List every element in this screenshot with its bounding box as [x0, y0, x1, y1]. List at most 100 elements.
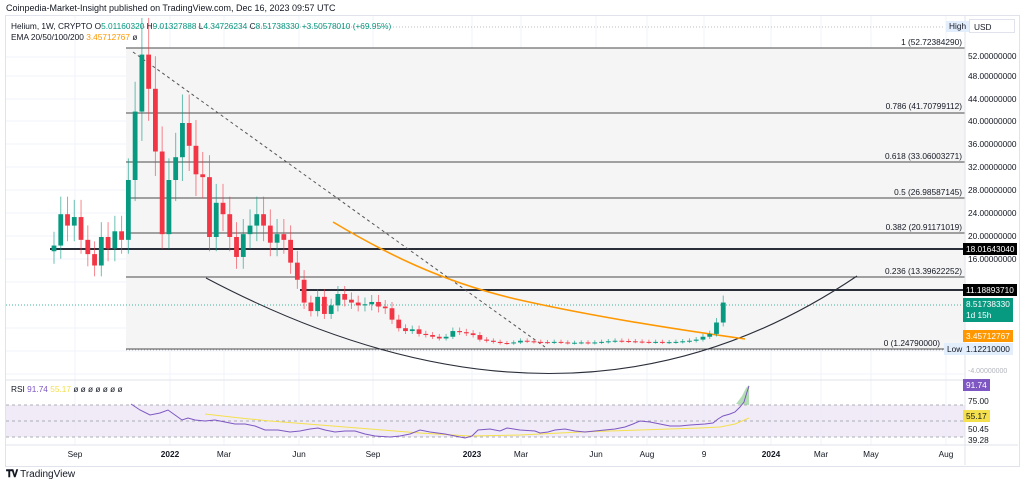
candle-body[interactable]	[369, 301, 375, 305]
symbol-label[interactable]: Helium, 1W, CRYPTO	[11, 21, 93, 31]
candle-body[interactable]	[443, 336, 449, 339]
candle-body[interactable]	[146, 54, 152, 89]
candle-body[interactable]	[180, 123, 185, 158]
candle-body[interactable]	[105, 237, 111, 249]
candle-body[interactable]	[592, 342, 598, 344]
candle-body[interactable]	[335, 294, 341, 306]
candle-body[interactable]	[484, 339, 490, 341]
candle-body[interactable]	[639, 341, 645, 343]
candle-body[interactable]	[125, 180, 131, 240]
candle-body[interactable]	[646, 341, 652, 343]
candle-body[interactable]	[71, 217, 77, 226]
rsi-label[interactable]: RSI	[11, 384, 25, 394]
candle-body[interactable]	[653, 341, 659, 343]
candle-body[interactable]	[342, 294, 348, 300]
candle-body[interactable]	[403, 328, 408, 332]
candle-body[interactable]	[254, 214, 260, 226]
candle-body[interactable]	[416, 329, 422, 334]
candle-body[interactable]	[673, 341, 679, 343]
candle-body[interactable]	[538, 341, 544, 343]
currency-selector[interactable]: USD	[969, 19, 1015, 33]
candle-body[interactable]	[186, 123, 192, 146]
candle-body[interactable]	[551, 341, 557, 343]
candle-body[interactable]	[355, 302, 361, 306]
candle-body[interactable]	[457, 331, 462, 333]
candle-body[interactable]	[497, 341, 503, 344]
rounding-bottom-arc[interactable]	[205, 275, 858, 374]
candle-body[interactable]	[281, 234, 287, 240]
candle-body[interactable]	[159, 151, 165, 235]
candle-body[interactable]	[328, 305, 334, 314]
candle-body[interactable]	[599, 341, 604, 343]
candle-body[interactable]	[382, 306, 388, 309]
candle-body[interactable]	[504, 343, 510, 345]
candle-body[interactable]	[565, 342, 571, 344]
candle-body[interactable]	[376, 301, 381, 307]
candle-body[interactable]	[153, 88, 158, 152]
candle-body[interactable]	[572, 342, 577, 344]
candle-body[interactable]	[463, 332, 469, 334]
candle-body[interactable]	[78, 217, 84, 240]
candle-body[interactable]	[700, 336, 706, 340]
candle-body[interactable]	[98, 237, 104, 266]
candle-body[interactable]	[436, 336, 442, 339]
candle-body[interactable]	[315, 296, 321, 312]
candle-body[interactable]	[247, 225, 253, 235]
candle-body[interactable]	[139, 54, 145, 112]
candle-body[interactable]	[166, 180, 172, 235]
candle-body[interactable]	[92, 254, 97, 266]
candle-body[interactable]	[430, 335, 435, 337]
candle-body[interactable]	[396, 319, 402, 329]
candle-body[interactable]	[409, 329, 415, 332]
candle-body[interactable]	[693, 339, 699, 341]
candle-body[interactable]	[612, 340, 618, 342]
candle-body[interactable]	[65, 214, 70, 226]
candle-body[interactable]	[112, 231, 118, 249]
candle-body[interactable]	[322, 296, 327, 314]
candle-body[interactable]	[301, 279, 307, 303]
candle-body[interactable]	[605, 341, 611, 343]
candle-body[interactable]	[220, 202, 226, 215]
candle-body[interactable]	[666, 342, 672, 344]
candle-body[interactable]	[720, 302, 726, 323]
candle-body[interactable]	[545, 342, 550, 344]
candle-body[interactable]	[207, 177, 212, 237]
candle-body[interactable]	[470, 333, 476, 336]
candle-body[interactable]	[389, 308, 395, 320]
candle-body[interactable]	[511, 342, 517, 344]
candle-body[interactable]	[294, 262, 300, 280]
candle-body[interactable]	[680, 341, 686, 343]
candle-body[interactable]	[687, 340, 692, 342]
candle-body[interactable]	[267, 225, 273, 243]
candle-body[interactable]	[200, 174, 206, 178]
candle-body[interactable]	[173, 157, 179, 180]
candle-body[interactable]	[450, 331, 456, 337]
candle-body[interactable]	[626, 341, 631, 343]
candle-body[interactable]	[119, 231, 124, 240]
candle-body[interactable]	[714, 322, 719, 334]
candle-body[interactable]	[193, 145, 199, 175]
candle-body[interactable]	[585, 342, 591, 344]
candle-body[interactable]	[349, 299, 354, 303]
candle-body[interactable]	[423, 333, 429, 336]
candle-body[interactable]	[558, 341, 564, 343]
candle-body[interactable]	[58, 214, 64, 246]
candle-body[interactable]	[518, 340, 523, 343]
candle-body[interactable]	[227, 214, 233, 237]
candle-body[interactable]	[132, 111, 138, 180]
candle-body[interactable]	[491, 340, 496, 342]
candle-body[interactable]	[660, 341, 665, 343]
candle-body[interactable]	[524, 340, 530, 342]
candle-body[interactable]	[261, 214, 266, 226]
candle-body[interactable]	[362, 304, 368, 306]
candle-body[interactable]	[477, 335, 483, 340]
candle-body[interactable]	[531, 341, 537, 343]
candle-body[interactable]	[578, 342, 584, 344]
candle-body[interactable]	[619, 340, 625, 342]
ema-label[interactable]: EMA 20/50/100/200	[11, 32, 84, 42]
candle-body[interactable]	[240, 234, 246, 257]
tradingview-logo[interactable]: 𝐓𝐕 TradingView	[6, 469, 75, 480]
candle-body[interactable]	[234, 237, 239, 257]
candle-body[interactable]	[274, 234, 280, 243]
